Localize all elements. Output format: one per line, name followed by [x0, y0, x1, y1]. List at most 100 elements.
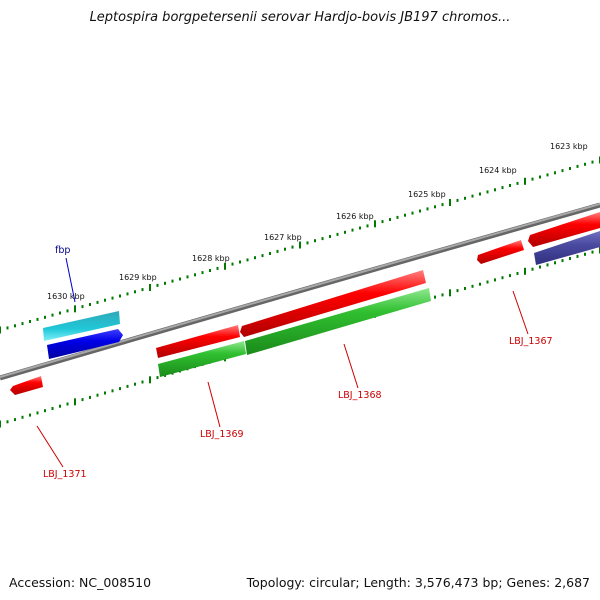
scale-minor-tick [321, 237, 324, 241]
scale-minor-tick [546, 173, 549, 177]
gene-lbj-1369-feature[interactable] [158, 341, 246, 377]
scale-minor-tick [554, 171, 556, 175]
scale-minor-tick [59, 311, 61, 315]
minus-strand-minor-tick [111, 389, 114, 393]
genome-stats-text: Topology: circular; Length: 3,576,473 bp… [246, 575, 590, 590]
minus-strand-minor-tick [21, 415, 24, 419]
scale-minor-tick [261, 254, 264, 258]
scale-label-1628: 1628 kbp [192, 254, 230, 263]
scale-minor-tick [411, 211, 414, 215]
minus-strand-minor-tick [51, 407, 54, 410]
leader-lbj-1371 [36, 425, 64, 468]
minus-strand-minor-tick [486, 280, 489, 284]
scale-label-1627: 1627 kbp [264, 233, 302, 242]
minus-strand-minor-tick [576, 254, 579, 258]
scale-minor-tick [179, 277, 181, 281]
minus-strand-minor-tick [569, 257, 571, 260]
minus-strand-minor-tick [531, 267, 534, 271]
minus-strand-minor-tick [104, 391, 106, 395]
scale-minor-tick [269, 252, 271, 255]
scale-minor-tick [81, 305, 84, 309]
minus-strand-minor-tick [89, 395, 91, 399]
minus-strand-minor-tick [96, 393, 99, 397]
scale-major-tick [374, 220, 376, 228]
scale-minor-tick [186, 275, 189, 279]
gene-lbj-1368-feature[interactable] [240, 270, 426, 337]
scale-minor-tick [591, 160, 594, 164]
scale-label-1625: 1625 kbp [408, 190, 446, 199]
minus-strand-minor-tick [554, 261, 556, 265]
scale-minor-tick [66, 309, 69, 313]
gene-label-lbj-1369[interactable]: LBJ_1369 [200, 429, 244, 440]
scale-label-1629: 1629 kbp [119, 273, 157, 282]
scale-minor-tick [6, 326, 9, 330]
gene-feature[interactable] [156, 325, 240, 358]
gene-label-lbj-1371[interactable]: LBJ_1371 [43, 469, 87, 480]
scale-minor-tick [314, 239, 316, 243]
minus-strand-major-tick [149, 376, 151, 384]
gene-fbp-feature[interactable] [43, 311, 120, 341]
minus-strand-major-tick [74, 398, 76, 406]
scale-minor-tick [209, 269, 211, 272]
scale-minor-tick [291, 245, 294, 249]
gene-label-lbj-1367[interactable]: LBJ_1367 [509, 336, 553, 347]
map-title: Leptospira borgpetersenii serovar Hardjo… [89, 10, 511, 25]
scale-minor-tick [531, 177, 534, 181]
scale-minor-tick [96, 300, 99, 304]
minus-strand-minor-tick [591, 250, 594, 254]
gene-feature[interactable] [534, 231, 600, 265]
scale-minor-tick [329, 235, 331, 238]
scale-minor-tick [471, 194, 474, 198]
minus-strand-minor-tick [494, 278, 496, 282]
minus-strand-minor-tick [471, 284, 474, 288]
scale-minor-tick [359, 226, 361, 230]
scale-minor-tick [584, 162, 586, 166]
scale-minor-tick [336, 232, 339, 236]
scale-minor-tick [51, 313, 54, 317]
leader-lbj-1367 [512, 290, 529, 335]
scale-minor-tick [516, 181, 519, 185]
scale-minor-tick [501, 186, 504, 190]
plus-strand-genes [43, 212, 600, 358]
gene-lbj-1368-minus-feature[interactable] [245, 288, 431, 355]
gene-label-fbp[interactable]: fbp [55, 245, 70, 256]
minus-strand-major-tick [524, 267, 526, 275]
minus-strand-minor-tick [66, 402, 69, 406]
scale-major-tick [449, 199, 451, 206]
minus-strand-minor-tick [584, 252, 586, 256]
minus-strand-minor-tick [479, 282, 481, 286]
gene-feature[interactable] [528, 212, 600, 247]
minus-strand-minor-tick [119, 387, 121, 391]
scale-ticks [0, 156, 600, 334]
scale-minor-tick [486, 190, 489, 194]
minus-strand-minor-tick [14, 418, 16, 422]
scale-major-tick [224, 262, 226, 270]
scale-minor-tick [366, 224, 369, 228]
gene-lbj-1371-feature[interactable] [10, 376, 43, 395]
scale-minor-tick [111, 296, 114, 300]
minus-strand-minor-tick [561, 259, 564, 263]
scale-major-tick [74, 305, 76, 313]
gene-feature[interactable] [47, 329, 123, 359]
gene-label-lbj-1368[interactable]: LBJ_1368 [338, 390, 382, 401]
minus-strand-minor-tick [156, 376, 159, 380]
scale-minor-tick [156, 283, 159, 287]
scale-minor-tick [141, 288, 144, 292]
gene-lbj-1367-feature[interactable] [477, 240, 524, 264]
scale-minor-tick [344, 230, 346, 234]
scale-minor-tick [14, 324, 16, 328]
scale-minor-tick [201, 271, 204, 275]
scale-minor-tick [126, 292, 129, 296]
scale-minor-tick [539, 175, 541, 179]
minus-strand-minor-tick [509, 274, 511, 278]
scale-label-1626: 1626 kbp [336, 212, 374, 221]
scale-minor-tick [306, 241, 309, 245]
genome-backbone-highlight [0, 203, 600, 378]
scale-minor-tick [119, 294, 121, 298]
scale-minor-tick [426, 207, 429, 211]
scale-major-tick [299, 241, 301, 249]
scale-minor-tick [134, 290, 136, 294]
scale-minor-tick [284, 247, 286, 251]
leader-fbp [65, 257, 76, 303]
